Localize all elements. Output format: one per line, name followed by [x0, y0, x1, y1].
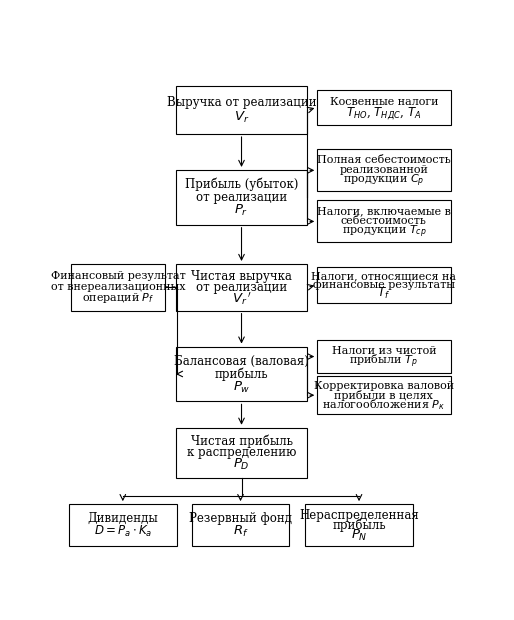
Text: $P_r$: $P_r$ — [234, 203, 249, 218]
Text: $P_N$: $P_N$ — [351, 528, 368, 542]
Text: Косвенные налоги: Косвенные налоги — [329, 97, 438, 107]
Text: Чистая выручка: Чистая выручка — [191, 270, 292, 283]
Text: $T_{НО}$, $T_{НДС}$, $T_А$: $T_{НО}$, $T_{НДС}$, $T_А$ — [346, 105, 421, 121]
Text: от реализации: от реализации — [196, 191, 287, 204]
FancyBboxPatch shape — [317, 149, 451, 192]
FancyBboxPatch shape — [176, 170, 307, 225]
FancyBboxPatch shape — [176, 428, 307, 478]
Text: $P_w$: $P_w$ — [233, 379, 250, 394]
Text: Прибыль (убыток): Прибыль (убыток) — [185, 177, 298, 191]
Text: Корректировка валовой: Корректировка валовой — [314, 381, 454, 391]
Text: операций $P_f$: операций $P_f$ — [82, 291, 154, 306]
FancyBboxPatch shape — [305, 504, 413, 546]
Text: $V_r\,'$: $V_r\,'$ — [231, 290, 251, 307]
Text: Налоги, включаемые в: Налоги, включаемые в — [317, 206, 451, 216]
FancyBboxPatch shape — [69, 504, 177, 546]
Text: Полная себестоимость: Полная себестоимость — [317, 156, 451, 166]
Text: Дивиденды: Дивиденды — [87, 512, 158, 525]
Text: $T_f$: $T_f$ — [377, 286, 391, 301]
FancyBboxPatch shape — [317, 267, 451, 303]
FancyBboxPatch shape — [317, 200, 451, 242]
Text: Резервный фонд: Резервный фонд — [189, 512, 292, 525]
Text: прибыли в целях: прибыли в целях — [335, 390, 433, 401]
Text: Налоги, относящиеся на: Налоги, относящиеся на — [311, 272, 456, 281]
Text: финансовые результаты: финансовые результаты — [313, 280, 455, 290]
FancyBboxPatch shape — [192, 504, 289, 546]
Text: прибыли $T_р$: прибыли $T_р$ — [350, 353, 418, 371]
Text: Чистая прибыль: Чистая прибыль — [191, 434, 292, 448]
Text: реализованной: реализованной — [339, 166, 428, 175]
Text: прибыль: прибыль — [332, 518, 386, 532]
Text: Балансовая (валовая): Балансовая (валовая) — [174, 355, 309, 368]
Text: к распределению: к распределению — [187, 446, 296, 459]
Text: продукции $T_{ср}$: продукции $T_{ср}$ — [342, 223, 426, 239]
Text: от реализации: от реализации — [196, 281, 287, 294]
FancyBboxPatch shape — [317, 340, 451, 373]
Text: Финансовый результат: Финансовый результат — [51, 271, 186, 281]
FancyBboxPatch shape — [71, 264, 165, 311]
FancyBboxPatch shape — [317, 376, 451, 414]
Text: Выручка от реализации: Выручка от реализации — [167, 96, 316, 109]
Text: $D = P_a \cdot K_a$: $D = P_a \cdot K_a$ — [94, 525, 152, 539]
FancyBboxPatch shape — [176, 86, 307, 134]
Text: прибыль: прибыль — [215, 367, 268, 381]
Text: $R_f$: $R_f$ — [233, 525, 248, 539]
FancyBboxPatch shape — [176, 264, 307, 311]
Text: Налоги из чистой: Налоги из чистой — [332, 347, 436, 356]
Text: Нераспределенная: Нераспределенная — [299, 508, 419, 521]
FancyBboxPatch shape — [317, 90, 451, 125]
Text: $P_D$: $P_D$ — [233, 457, 250, 472]
Text: продукции $C_р$: продукции $C_р$ — [343, 172, 425, 188]
Text: от внереализационных: от внереализационных — [51, 282, 186, 292]
FancyBboxPatch shape — [176, 347, 307, 401]
Text: $V_r$: $V_r$ — [234, 110, 249, 125]
Text: себестоимость: себестоимость — [341, 216, 427, 226]
Text: налогообложения $P_к$: налогообложения $P_к$ — [322, 397, 446, 412]
